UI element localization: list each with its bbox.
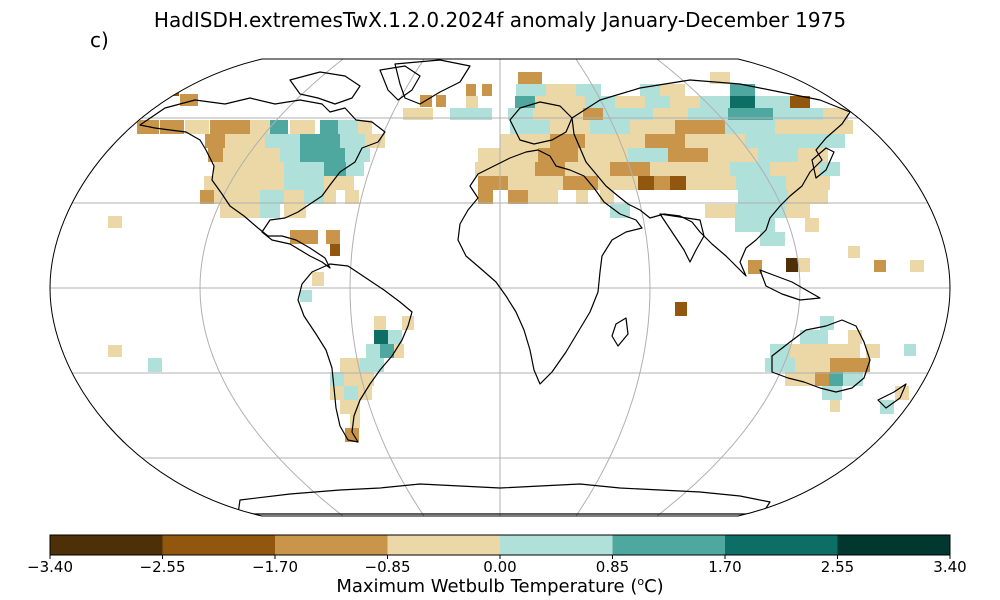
colorbar-segment bbox=[612, 535, 726, 555]
colorbar-label-prefix: Maximum Wetbulb Temperature ( bbox=[336, 576, 638, 597]
map-outline bbox=[49, 58, 951, 517]
map-title: HadISDH.extremesTwX.1.2.0.2024f anomaly … bbox=[153, 8, 847, 32]
colorbar-tick-label: 1.70 bbox=[708, 558, 742, 576]
colorbar-segment bbox=[387, 535, 501, 555]
colorbar-tick-label: 2.55 bbox=[820, 558, 855, 576]
colorbar bbox=[49, 534, 951, 559]
colorbar-label-degree: o bbox=[637, 575, 645, 588]
colorbar-tick-label: 3.40 bbox=[933, 558, 967, 576]
colorbar-segment bbox=[275, 535, 388, 555]
colorbar-tick-label: 0.85 bbox=[595, 558, 630, 576]
colorbar-tick-label: −2.55 bbox=[139, 558, 186, 576]
colorbar-segment bbox=[725, 535, 838, 555]
colorbar-label-suffix: C) bbox=[644, 576, 664, 597]
colorbar-segment bbox=[50, 535, 163, 555]
colorbar-segment bbox=[162, 535, 276, 555]
colorbar-tick-label: −3.40 bbox=[27, 558, 73, 576]
colorbar-tick-label: −0.85 bbox=[364, 558, 411, 576]
anomaly-grid-cells bbox=[108, 72, 924, 442]
colorbar-tick-label: 0.00 bbox=[483, 558, 517, 576]
map-frame-group bbox=[49, 58, 951, 517]
colorbar-segment bbox=[500, 535, 613, 555]
colorbar-tick-label: −1.70 bbox=[252, 558, 298, 576]
coastlines bbox=[139, 59, 907, 515]
colorbar-segment bbox=[837, 535, 951, 555]
colorbar-label: Maximum Wetbulb Temperature (oC) bbox=[0, 575, 1000, 597]
panel-label: c) bbox=[90, 28, 109, 52]
